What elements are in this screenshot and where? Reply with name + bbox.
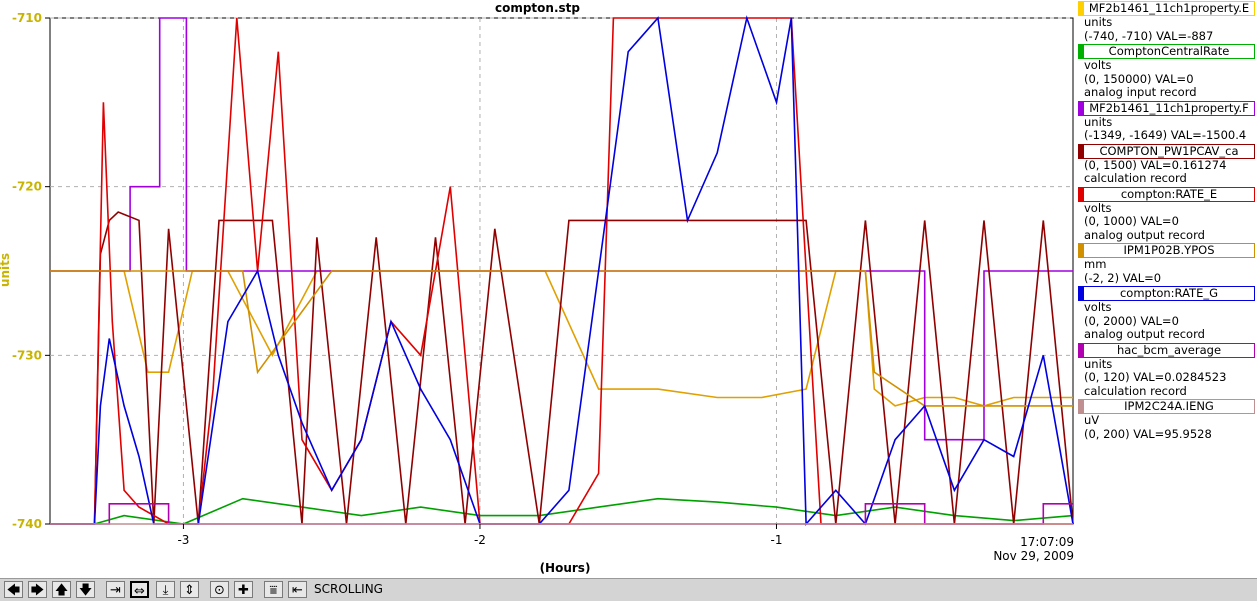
end-date-label: Nov 29, 2009	[993, 549, 1074, 563]
legend-entry[interactable]: compton:RATE_E volts (0, 1000) VAL=0 analog…	[1078, 186, 1257, 243]
legend-entry-detail: (0, 1000) VAL=0	[1084, 214, 1179, 228]
legend-entry-detail: analog input record	[1084, 85, 1197, 99]
y-tick-label: -730	[12, 348, 42, 362]
zoom-out-y-icon[interactable]: ⇕	[180, 581, 199, 598]
legend-entry-name: IPM1P02B.YPOS	[1078, 243, 1255, 258]
add-icon[interactable]: ✚	[234, 581, 253, 598]
jump-end-icon[interactable]: ⇤	[288, 581, 307, 598]
legend-entry[interactable]: ComptonCentralRate volts (0, 150000) VAL=0…	[1078, 44, 1257, 100]
zoom-out-x-icon[interactable]: ⇔	[130, 581, 149, 599]
x-tick-label: -1	[770, 533, 782, 547]
pan-right-icon[interactable]: 🡆	[28, 581, 47, 598]
legend-entry-name: COMPTON_PW1PCAV_ca	[1078, 143, 1255, 159]
legend-entry-detail: (-740, -710) VAL=-887	[1084, 28, 1214, 43]
legend-entry-name: MF2b1461_11ch1property.F	[1078, 100, 1255, 116]
legend-entry-detail: (0, 2000) VAL=0	[1084, 313, 1179, 328]
x-tick-label: -3	[177, 533, 189, 547]
legend-entry-name: ComptonCentralRate	[1078, 44, 1255, 59]
series-line-2	[50, 17, 1073, 441]
legend-entry-detail: mm	[1084, 257, 1107, 271]
legend: MF2b1461_11ch1property.E units (-740, -710…	[1078, 0, 1257, 578]
legend-entry[interactable]: COMPTON_PW1PCAV_ca (0, 1500) VAL=0.161274…	[1078, 143, 1257, 186]
zoom-in-x-icon[interactable]: ⇥	[106, 581, 125, 598]
auto-scale-icon[interactable]: ⩸	[264, 581, 283, 598]
plot-area[interactable]: -3 -2 -1 -710 -720 -730 -740 units (Hours) 17:07:…	[0, 0, 1075, 578]
series-line-7	[50, 502, 1073, 525]
pan-up-icon[interactable]: 🡅	[52, 581, 71, 598]
series-line-5	[50, 270, 1073, 407]
series-line-3	[50, 211, 1074, 525]
legend-entry-detail: (0, 1500) VAL=0.161274	[1084, 157, 1227, 172]
legend-entry-detail: units	[1084, 15, 1113, 29]
x-axis-label: (Hours)	[540, 561, 591, 575]
record-icon[interactable]: ⊙	[210, 581, 229, 598]
legend-entry-detail: volts	[1084, 200, 1112, 215]
legend-entry-name: compton:RATE_G	[1078, 286, 1255, 301]
toolbar: 🡄 🡆 🡅 🡇 ⇥ ⇔ ⤓ ⇕ ⊙ ✚ ⩸ ⇤ SCROLLING	[0, 578, 1257, 601]
legend-entry[interactable]: IPM1P02B.YPOS mm (-2, 2) VAL=0	[1078, 243, 1257, 285]
y-tick-label: -720	[12, 180, 42, 194]
scroll-status: SCROLLING	[314, 582, 383, 596]
legend-entry[interactable]: IPM2C24A.IENG uV (0, 200) VAL=95.9528	[1078, 399, 1257, 441]
legend-entry-name: MF2b1461_11ch1property.E	[1078, 1, 1255, 16]
legend-entry-detail: (0, 120) VAL=0.0284523	[1084, 370, 1227, 384]
legend-entry-detail: units	[1084, 114, 1113, 129]
end-time-label: 17:07:09	[1020, 535, 1074, 549]
y-tick-label: -710	[12, 11, 42, 25]
y-axis-label: units	[0, 253, 12, 287]
legend-entry-detail: calculation record	[1084, 171, 1187, 185]
legend-entry-name: hac_bcm_average	[1078, 342, 1255, 358]
legend-entry-detail: analog output record	[1084, 327, 1205, 341]
legend-entry[interactable]: MF2b1461_11ch1property.F units (-1349, -16…	[1078, 100, 1257, 143]
legend-entry-detail: (-2, 2) VAL=0	[1084, 270, 1162, 285]
legend-entry-name: compton:RATE_E	[1078, 186, 1255, 202]
legend-entry-detail: analog output record	[1084, 227, 1205, 242]
x-tick-label: -2	[474, 533, 486, 547]
y-tick-label: -740	[12, 517, 42, 531]
chart-title: compton.stp	[494, 1, 580, 15]
pan-left-icon[interactable]: 🡄	[4, 581, 23, 598]
legend-entry-detail: (0, 200) VAL=95.9528	[1084, 426, 1212, 441]
legend-entry-name: IPM2C24A.IENG	[1078, 399, 1255, 414]
legend-entry[interactable]: MF2b1461_11ch1property.E units (-740, -710…	[1078, 1, 1257, 43]
pan-down-icon[interactable]: 🡇	[76, 581, 95, 598]
legend-entry-detail: units	[1084, 356, 1113, 371]
zoom-in-y-icon[interactable]: ⤓	[156, 581, 175, 598]
legend-entry-detail: calculation record	[1084, 383, 1187, 398]
legend-entry-detail: (-1349, -1649) VAL=-1500.4	[1084, 128, 1247, 142]
legend-entry-detail: volts	[1084, 58, 1112, 72]
legend-entry-detail: volts	[1084, 300, 1112, 314]
legend-entry-detail: (0, 150000) VAL=0	[1084, 71, 1194, 86]
legend-entry-detail: uV	[1084, 413, 1100, 427]
legend-entry[interactable]: compton:RATE_G volts (0, 2000) VAL=0 analog…	[1078, 286, 1257, 342]
legend-entry[interactable]: hac_bcm_average units (0, 120) VAL=0.02845…	[1078, 342, 1257, 399]
